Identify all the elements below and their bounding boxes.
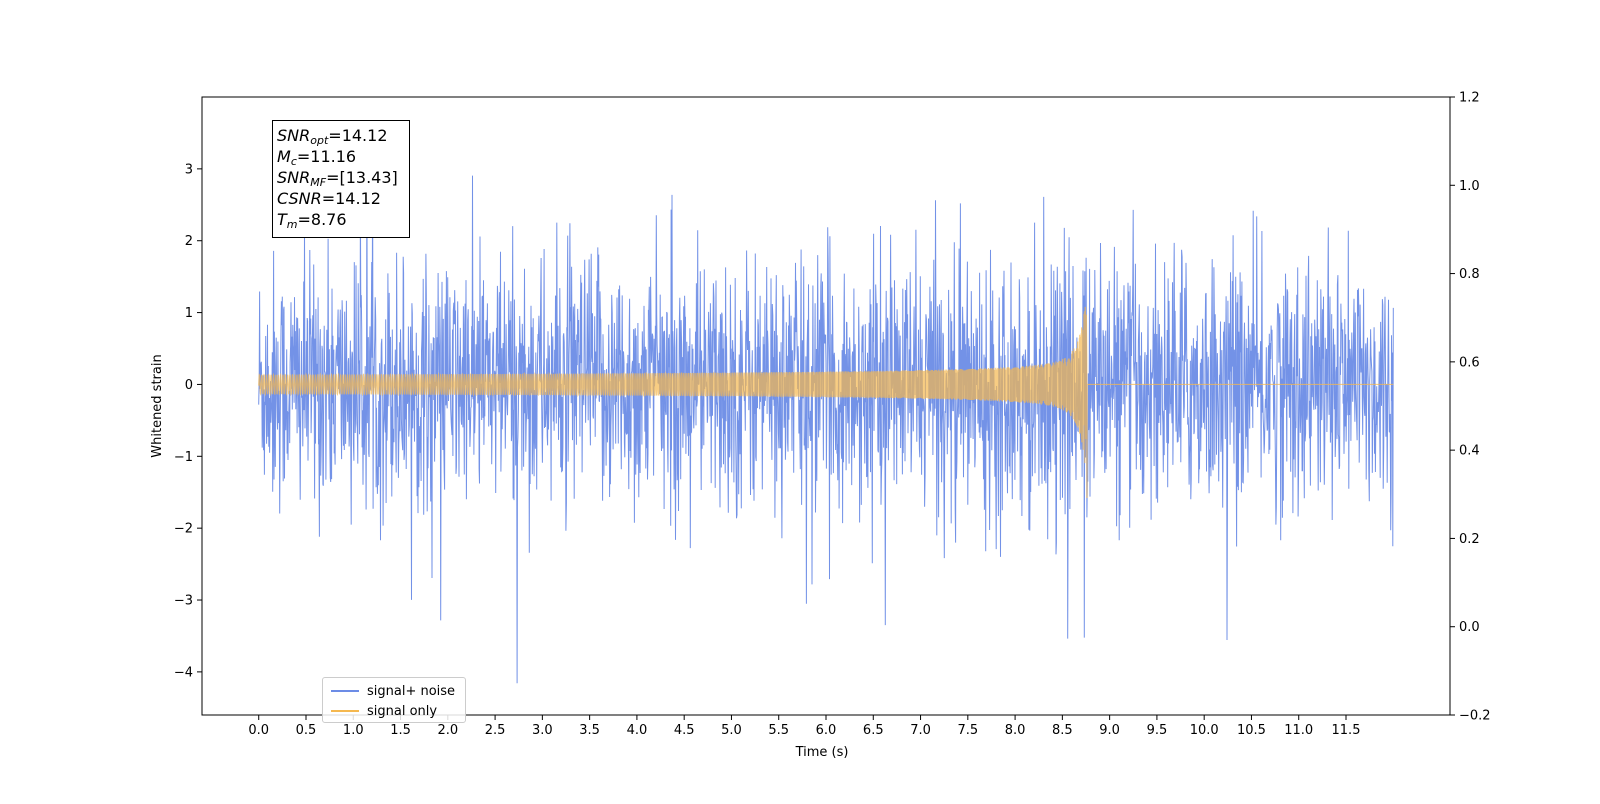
noise-series-layer — [258, 143, 1394, 684]
y2-tick-label: 1.2 — [1459, 91, 1480, 106]
legend-item-signal: signal only — [331, 702, 437, 720]
legend-swatch-noise — [331, 690, 359, 692]
x-tick-label: 2.0 — [437, 723, 458, 738]
annotation-snr-mf: SNRMF=[13.43] — [277, 168, 398, 189]
x-tick-label: 6.0 — [816, 723, 837, 738]
x-tick-label: 9.0 — [1099, 723, 1120, 738]
y-axis: 3 2 1 0 −1 −2 −3 −4 — [174, 162, 202, 680]
annotation-snr-opt-value: =14.12 — [328, 126, 388, 145]
y2-tick-label: 0.4 — [1459, 444, 1480, 459]
legend: signal+ noise signal only — [322, 677, 466, 723]
legend-item-noise: signal+ noise — [331, 682, 455, 700]
y2-tick-label: 0.2 — [1459, 532, 1480, 547]
y2-tick-label: −0.2 — [1459, 709, 1491, 724]
x-tick-label: 1.5 — [390, 723, 411, 738]
y2-tick-label: 0.6 — [1459, 355, 1480, 370]
x-tick-label: 6.5 — [863, 723, 884, 738]
y-tick-label: 2 — [185, 234, 193, 249]
x-tick-label: 0.0 — [248, 723, 269, 738]
annotation-tm-value: =8.76 — [297, 210, 347, 229]
x-tick-label: 10.5 — [1237, 723, 1266, 738]
y-tick-label: −2 — [174, 522, 193, 537]
annotation-mc: Mc=11.16 — [277, 147, 357, 168]
x-tick-label: 3.0 — [532, 723, 553, 738]
series-line-signal-only — [258, 306, 1394, 499]
annotation-tm: Tm=8.76 — [277, 210, 347, 231]
y-axis-label: Whitened strain — [150, 354, 165, 457]
x-tick-label: 0.5 — [296, 723, 317, 738]
annotation-csnr-value: =14.12 — [321, 189, 381, 208]
signal-series-layer — [258, 306, 1394, 499]
x-tick-label: 4.0 — [627, 723, 648, 738]
x-tick-label: 1.0 — [343, 723, 364, 738]
annotation-snr-opt: SNRopt=14.12 — [277, 126, 388, 147]
y-tick-label: 1 — [185, 306, 193, 321]
annotation-box: SNRopt=14.12 Mc=11.16 SNRMF=[13.43] CSNR… — [272, 120, 410, 238]
x-tick-label: 11.0 — [1284, 723, 1313, 738]
x-tick-label: 9.5 — [1147, 723, 1168, 738]
x-axis: 0.0 0.5 1.0 1.5 2.0 2.5 3.0 3.5 4.0 4.5 5.0 5.5 6.0 6… — [248, 715, 1360, 738]
x-tick-label: 8.0 — [1005, 723, 1026, 738]
x-tick-label: 5.5 — [768, 723, 789, 738]
y2-tick-label: 0.0 — [1459, 620, 1480, 635]
x-tick-label: 11.5 — [1332, 723, 1361, 738]
x-tick-label: 7.0 — [910, 723, 931, 738]
x-tick-label: 5.0 — [721, 723, 742, 738]
y2-axis: 1.2 1.0 0.8 0.6 0.4 0.2 0.0 −0.2 — [1450, 91, 1491, 724]
series-line-signal-noise — [258, 143, 1394, 684]
x-axis-label: Time (s) — [795, 745, 849, 760]
annotation-snr-mf-value: =[13.43] — [326, 168, 398, 187]
legend-swatch-signal — [331, 710, 359, 712]
x-tick-label: 10.0 — [1190, 723, 1219, 738]
x-tick-label: 7.5 — [957, 723, 978, 738]
y-tick-label: 3 — [185, 162, 193, 177]
y-tick-label: 0 — [185, 378, 193, 393]
x-tick-label: 3.5 — [579, 723, 600, 738]
annotation-csnr: CSNR=14.12 — [277, 189, 381, 208]
x-tick-label: 4.5 — [674, 723, 695, 738]
x-tick-label: 8.5 — [1052, 723, 1073, 738]
y-tick-label: −1 — [174, 450, 193, 465]
legend-label-signal: signal only — [367, 703, 438, 719]
y-tick-label: −4 — [174, 665, 193, 680]
y2-tick-label: 0.8 — [1459, 267, 1480, 282]
y2-tick-label: 1.0 — [1459, 179, 1480, 194]
y-tick-label: −3 — [174, 594, 193, 609]
legend-label-noise: signal+ noise — [367, 683, 456, 699]
annotation-mc-value: =11.16 — [296, 147, 357, 166]
x-tick-label: 2.5 — [485, 723, 506, 738]
